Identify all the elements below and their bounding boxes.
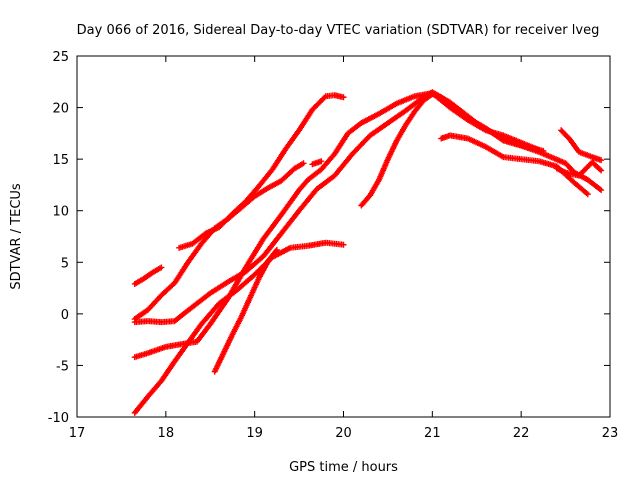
series-track-b (131, 89, 547, 326)
x-tick-label: 22 (513, 426, 530, 441)
series-track-l (309, 158, 325, 168)
x-tick-label: 17 (69, 426, 86, 441)
series-track-k (553, 159, 605, 179)
y-tick-label: 15 (52, 153, 69, 168)
data-point (598, 157, 605, 164)
x-tick-label: 19 (246, 426, 263, 441)
series-track-j (558, 127, 605, 164)
series-track-c (131, 90, 542, 361)
x-tick-label: 20 (335, 426, 352, 441)
series-track-a (131, 239, 347, 416)
data-point (272, 248, 279, 255)
y-tick-label: 25 (52, 50, 69, 65)
y-tick-label: -5 (56, 359, 69, 374)
data-point (318, 158, 325, 165)
y-axis-label: SDTVAR / TECUs (9, 183, 24, 290)
series-track-i (438, 132, 591, 198)
plot-frame (76, 55, 611, 418)
data-point (596, 166, 603, 173)
y-tick-label: 10 (52, 205, 69, 220)
y-tick-label: 5 (61, 256, 69, 271)
data-point (598, 167, 605, 174)
x-tick-label: 18 (158, 426, 175, 441)
data-point (340, 241, 347, 248)
series-track-h (358, 91, 605, 209)
chart-title: Day 066 of 2016, Sidereal Day-to-day VTE… (77, 23, 600, 38)
data-point (584, 191, 591, 198)
y-tick-label: -10 (48, 411, 69, 426)
series-track-d (131, 160, 307, 323)
y-tick-label: 20 (52, 102, 69, 117)
data-point (158, 264, 165, 271)
x-tick-label: 21 (424, 426, 441, 441)
series-track-f (131, 264, 165, 287)
x-tick-label: 23 (602, 426, 619, 441)
x-axis-label: GPS time / hours (289, 460, 398, 475)
series-track-e (176, 92, 347, 251)
y-tick-label: 0 (61, 308, 69, 323)
series-track-g (211, 246, 280, 375)
data-marks (131, 89, 605, 416)
data-point (598, 187, 605, 194)
data-point (340, 94, 347, 101)
data-point (273, 246, 280, 253)
data-point (300, 160, 307, 167)
